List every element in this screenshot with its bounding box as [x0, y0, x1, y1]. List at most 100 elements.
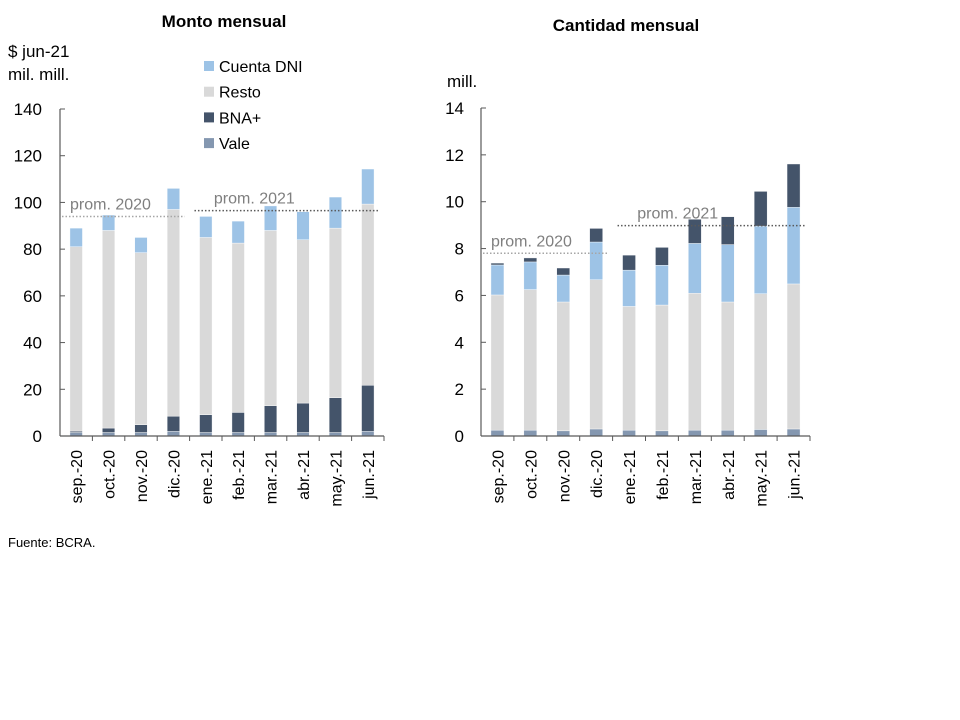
y-tick-label: 12 [445, 146, 464, 165]
average-label-2021: prom. 2021 [214, 191, 295, 208]
y-axis-unit-label: mil. mill. [8, 65, 69, 84]
bar-segment-resto [264, 230, 278, 406]
bar-segment-vale [786, 428, 801, 437]
y-tick-label: 20 [23, 380, 42, 399]
bar-segment-bna- [753, 191, 768, 227]
bar-segment-bna- [296, 402, 310, 433]
bar-segment-cuenta-dni [361, 168, 375, 205]
bar-segment-bna- [328, 397, 342, 433]
bar-segment-bna- [786, 163, 801, 208]
bar-segment-resto [199, 237, 213, 415]
bar-segment-cuenta-dni [655, 265, 669, 306]
x-category-label: oct.-20 [102, 450, 119, 499]
y-tick-label: 2 [455, 380, 464, 399]
y-tick-label: 0 [455, 427, 464, 446]
bar-segment-bna- [523, 257, 538, 263]
y-tick-label: 0 [33, 427, 42, 446]
y-tick-label: 100 [14, 193, 42, 212]
x-category-label: jun.-21 [787, 450, 804, 500]
y-tick-label: 60 [23, 287, 42, 306]
x-category-label: mar.-21 [688, 450, 705, 504]
bar-segment-vale [622, 429, 636, 437]
x-category-label: dic.-20 [166, 450, 183, 498]
bar-segment-resto [69, 246, 83, 432]
legend-label-resto: Resto [219, 85, 261, 102]
x-category-label: abr.-21 [721, 450, 738, 500]
bar-segment-vale [556, 430, 570, 437]
legend-swatch-bna- [204, 112, 214, 123]
y-axis-unit-label: mill. [447, 72, 477, 91]
x-category-label: may.-21 [754, 450, 771, 507]
bar-segment-bna- [655, 247, 669, 266]
bar-segment-cuenta-dni [688, 243, 702, 294]
bar-segment-cuenta-dni [490, 264, 505, 296]
x-category-label: ene.-21 [622, 450, 639, 504]
average-label-2020: prom. 2020 [70, 196, 151, 213]
bar-segment-bna- [556, 267, 570, 276]
y-axis-unit-label: $ jun-21 [8, 42, 69, 61]
chart-title: Monto mensual [162, 12, 287, 31]
bar-segment-resto [361, 203, 375, 386]
y-tick-label: 140 [14, 100, 42, 119]
bar-segment-bna- [589, 228, 603, 243]
bar-segment-bna- [264, 405, 278, 433]
bar-segment-cuenta-dni [264, 205, 278, 231]
bar-segment-resto [231, 242, 245, 413]
legend-swatch-vale [204, 138, 214, 149]
bar-segment-cuenta-dni [556, 274, 570, 303]
bar-segment-cuenta-dni [166, 188, 180, 210]
bar-segment-vale [523, 429, 538, 437]
average-label-2020: prom. 2020 [491, 233, 572, 250]
y-tick-label: 6 [455, 286, 464, 305]
bar-segment-resto [328, 227, 342, 398]
bar-segment-vale [361, 431, 375, 437]
bar-segment-resto [296, 239, 310, 404]
bar-segment-resto [134, 252, 148, 425]
bar-segment-cuenta-dni [786, 207, 801, 285]
y-tick-label: 14 [445, 99, 464, 118]
x-category-label: nov.-20 [556, 450, 573, 502]
bar-segment-resto [688, 293, 702, 431]
bar-segment-vale [490, 429, 505, 437]
x-category-label: feb.-21 [655, 450, 672, 500]
bar-segment-bna- [69, 430, 83, 433]
bar-segment-bna- [102, 427, 116, 433]
x-category-label: oct.-20 [523, 450, 540, 499]
bar-segment-cuenta-dni [753, 225, 768, 294]
y-tick-label: 80 [23, 240, 42, 259]
bar-segment-vale [721, 429, 735, 437]
bar-segment-bna- [622, 254, 636, 271]
legend-label-bna-: BNA+ [219, 110, 261, 127]
x-category-label: sep.-20 [490, 450, 507, 503]
bar-segment-cuenta-dni [523, 261, 538, 290]
bar-segment-resto [721, 301, 735, 431]
legend-label-vale: Vale [219, 136, 250, 153]
bar-segment-resto [655, 304, 669, 432]
bar-segment-vale [589, 428, 603, 437]
bar-segment-resto [102, 230, 116, 429]
x-category-label: abr.-21 [296, 450, 313, 500]
bar-segment-bna- [199, 414, 213, 433]
source-note: Fuente: BCRA. [8, 535, 96, 550]
x-category-label: mar.-21 [264, 450, 281, 504]
y-tick-label: 4 [455, 333, 464, 352]
bar-segment-vale [166, 431, 180, 437]
bar-segment-resto [589, 279, 603, 430]
bar-segment-bna- [721, 216, 735, 245]
bar-segment-cuenta-dni [199, 216, 213, 238]
bar-segment-resto [490, 294, 505, 431]
bar-segment-bna- [134, 424, 148, 433]
legend-swatch-cuenta-dni [204, 61, 214, 71]
bar-segment-vale [688, 429, 702, 437]
x-category-label: feb.-21 [231, 450, 248, 500]
bar-segment-cuenta-dni [69, 227, 83, 248]
y-tick-label: 40 [23, 334, 42, 353]
bar-segment-cuenta-dni [102, 214, 116, 231]
bar-segment-resto [753, 293, 768, 430]
y-tick-label: 8 [455, 240, 464, 259]
legend-label-cuenta-dni: Cuenta DNI [219, 59, 303, 76]
bar-segment-resto [786, 283, 801, 430]
bar-segment-vale [655, 430, 669, 437]
bar-segment-cuenta-dni [134, 237, 148, 253]
